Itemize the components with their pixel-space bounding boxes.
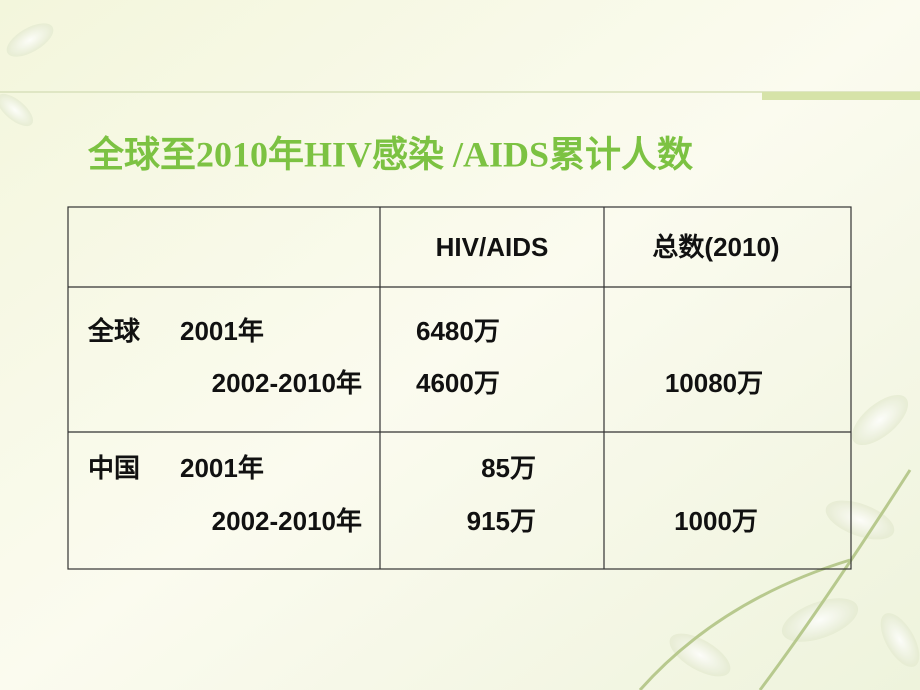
flower-decoration <box>0 23 920 690</box>
value: 4600万 <box>416 368 500 398</box>
period: 2001年 <box>180 453 264 483</box>
accent-band <box>762 92 920 100</box>
column-header: HIV/AIDS <box>436 232 549 262</box>
period: 2001年 <box>180 316 264 346</box>
value: 6480万 <box>416 316 500 346</box>
region: 全球 <box>87 316 141 346</box>
period: 2002-2010年 <box>212 506 362 536</box>
slide-title: 全球至2010年HIV感染 /AIDS累计人数 <box>87 133 693 174</box>
value: 915万 <box>467 506 536 536</box>
column-header: 总数(2010) <box>652 232 779 262</box>
table-border <box>67 206 852 570</box>
total: 1000万 <box>674 506 758 536</box>
total: 10080万 <box>665 368 763 398</box>
period: 2002-2010年 <box>212 368 362 398</box>
region: 中国 <box>88 453 140 483</box>
table <box>67 206 852 570</box>
value: 85万 <box>481 453 536 483</box>
